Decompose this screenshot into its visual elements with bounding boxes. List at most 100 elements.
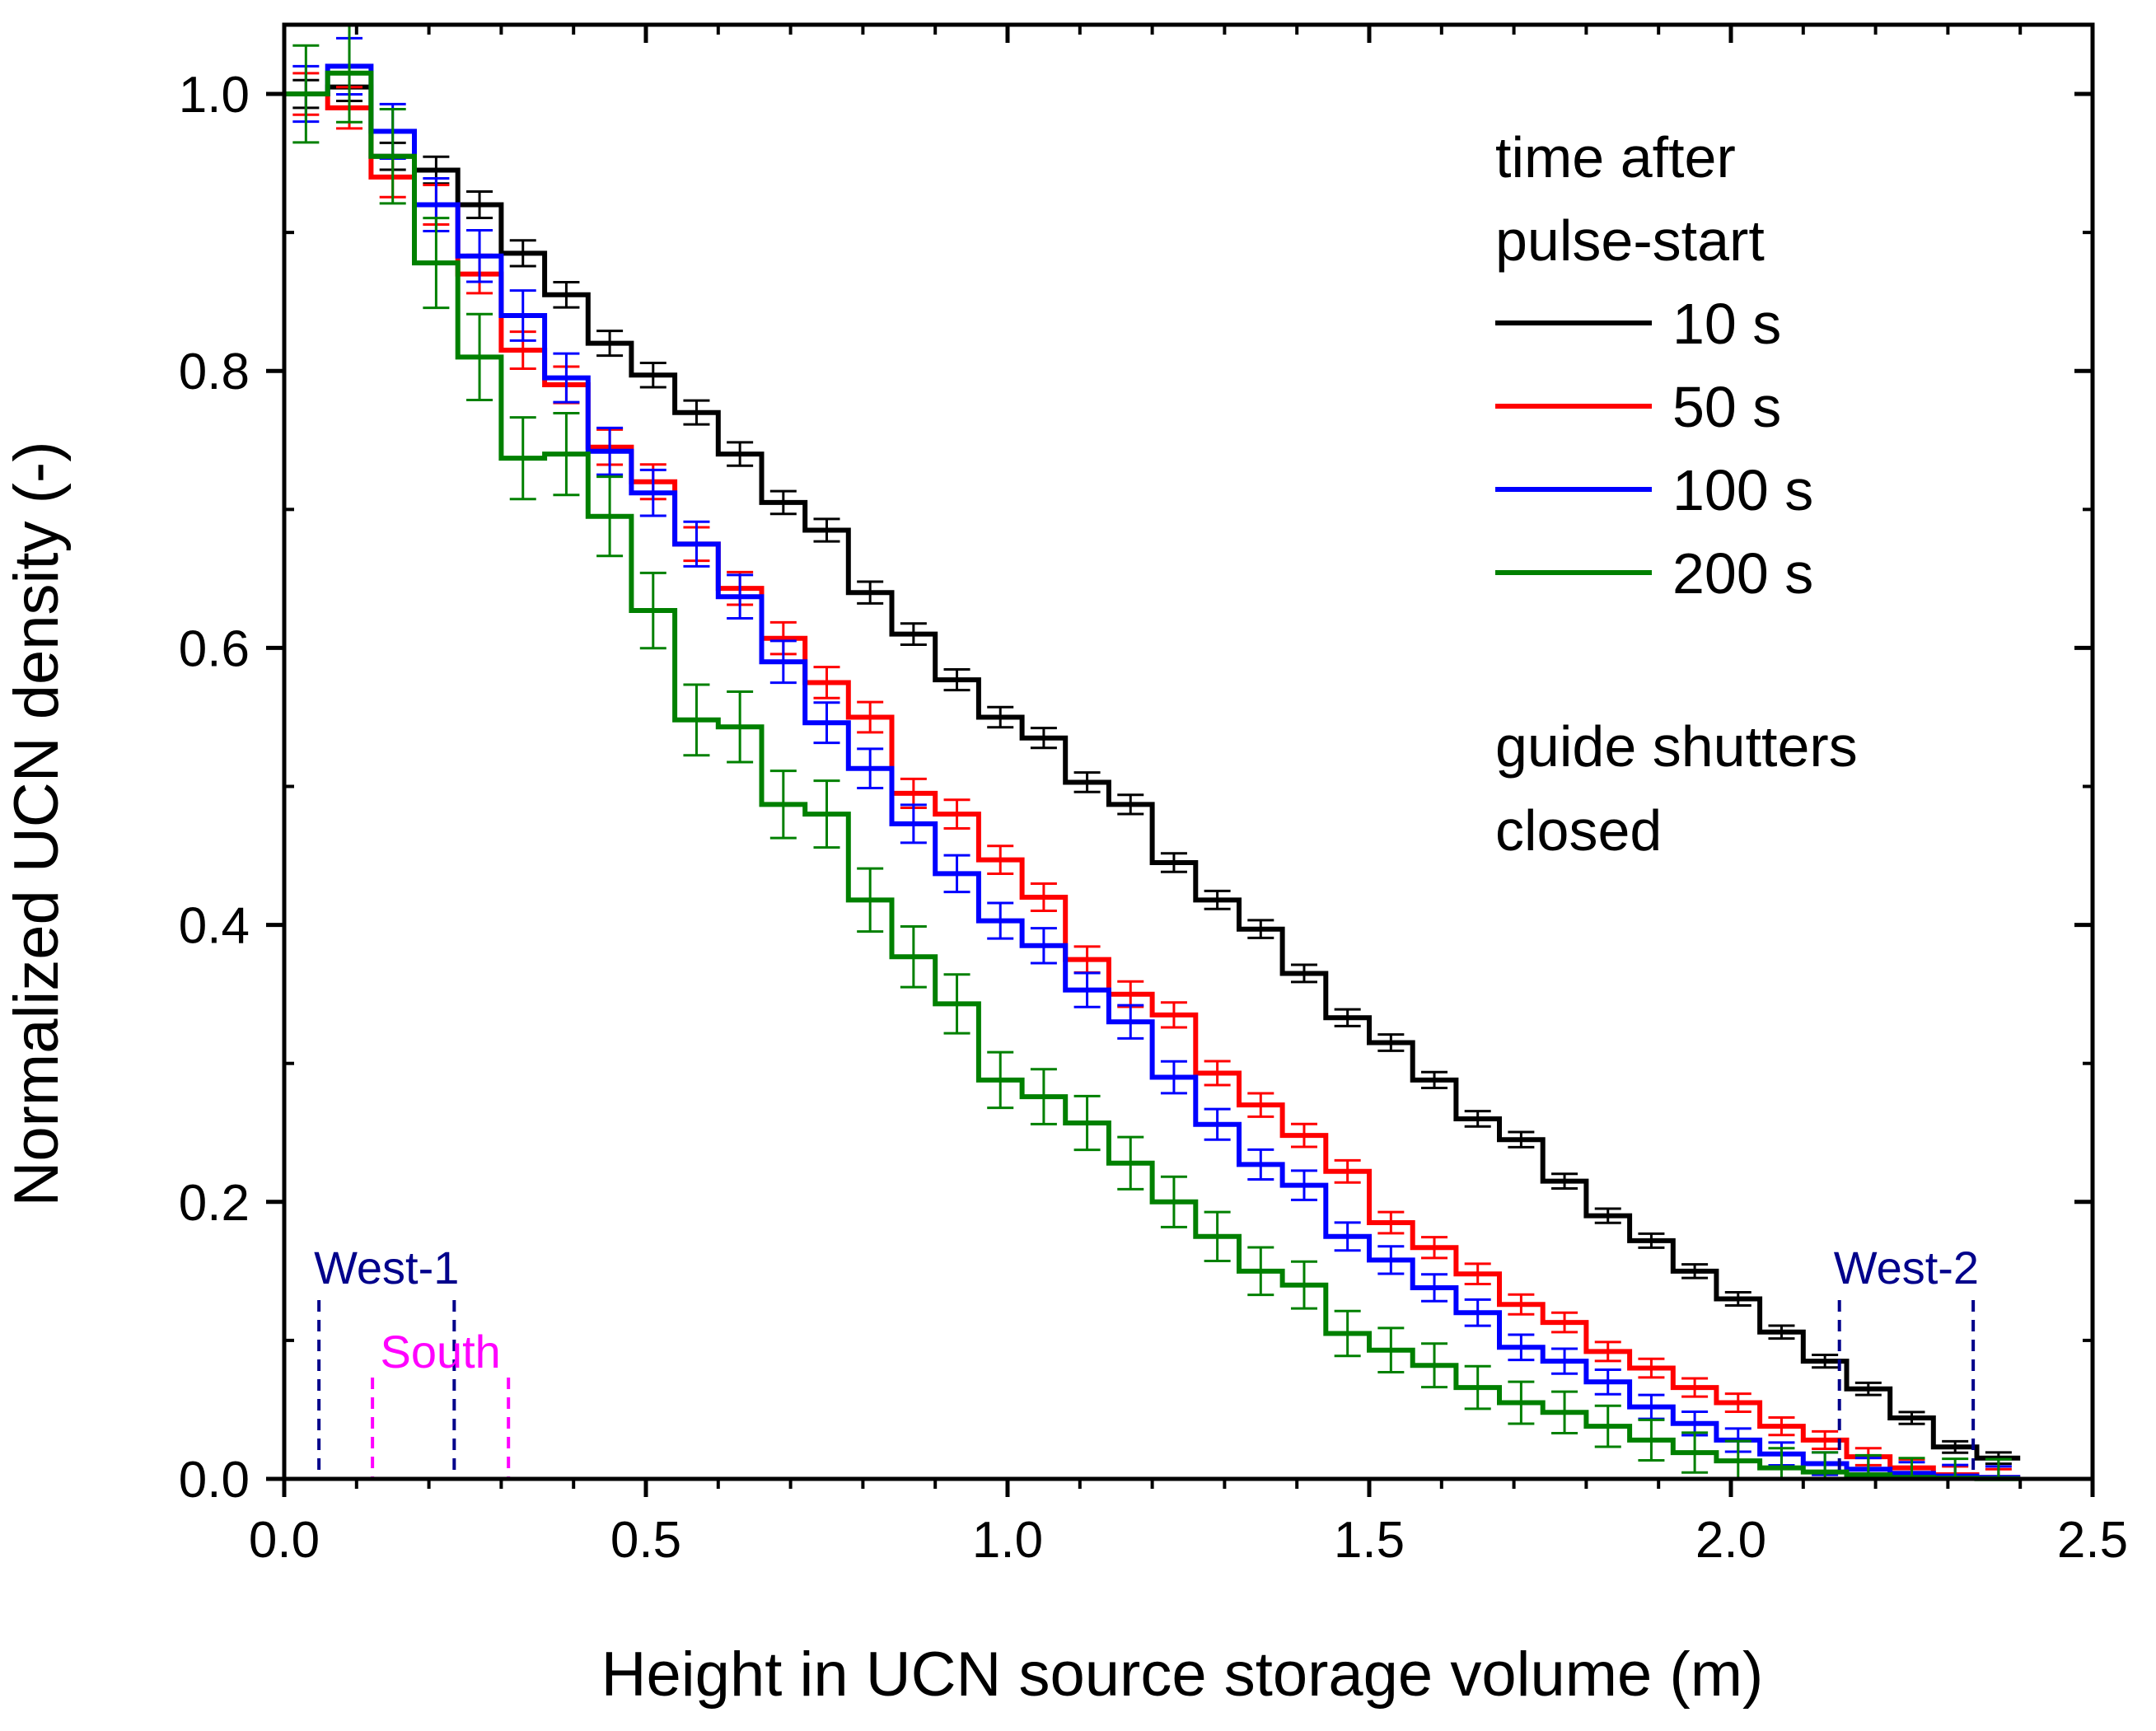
legend-entry: 200 s: [1495, 541, 1813, 606]
error-bar: [727, 441, 754, 467]
legend-entry: 100 s: [1495, 458, 1813, 522]
legend-label: 50 s: [1672, 375, 1781, 439]
error-bar: [1290, 1260, 1317, 1310]
error-bar: [1377, 1210, 1405, 1235]
error-bar: [683, 683, 710, 757]
error-bar: [1160, 1001, 1187, 1029]
annotation-line2: closed: [1495, 798, 1662, 863]
error-bar: [1724, 1392, 1751, 1413]
error-bar: [857, 867, 884, 933]
error-bar: [1638, 1418, 1665, 1462]
error-bar: [379, 107, 406, 205]
error-bar: [1247, 919, 1274, 939]
series-200-s: [284, 23, 2021, 1481]
legend-entry: 10 s: [1495, 292, 1781, 356]
error-bar: [1508, 1293, 1535, 1316]
series-layer: [284, 23, 2021, 1481]
error-bar: [1204, 1060, 1231, 1087]
x-tick-label: 1.0: [972, 1512, 1043, 1569]
error-bar: [553, 411, 580, 497]
x-tick-label: 2.0: [1695, 1512, 1766, 1569]
error-bar: [1334, 1221, 1361, 1252]
legend-label: 200 s: [1672, 541, 1813, 606]
error-bar: [943, 854, 970, 894]
y-tick-label: 0.6: [179, 620, 250, 677]
error-bar: [1421, 1236, 1448, 1260]
error-bar: [900, 924, 927, 989]
y-tick-label: 0.4: [179, 898, 250, 955]
error-bar: [1204, 889, 1231, 910]
error-bar: [1681, 1431, 1709, 1474]
annotation-line1: guide shutters: [1495, 714, 1858, 779]
error-bar: [1594, 1368, 1621, 1396]
error-bar: [1638, 1357, 1665, 1379]
error-bar: [509, 239, 536, 268]
error-bar: [466, 228, 493, 283]
legend: time after pulse-start 10 s 50 s 100 s 200 …: [1495, 125, 1813, 606]
series-line: [284, 63, 2021, 1481]
error-bar: [1290, 1169, 1317, 1201]
error-bar: [1334, 1309, 1361, 1358]
error-bar: [857, 747, 884, 789]
error-bar: [1681, 1377, 1709, 1398]
error-bar: [987, 901, 1014, 940]
legend-entry: 50 s: [1495, 375, 1781, 439]
region-south: South: [371, 1326, 511, 1479]
error-bar: [683, 399, 710, 426]
legend-title-line1: time after: [1495, 125, 1736, 189]
error-bar: [1030, 727, 1057, 750]
region-label: South: [380, 1326, 500, 1378]
error-bar: [1290, 1122, 1317, 1149]
error-bar: [769, 639, 797, 685]
error-bar: [639, 571, 666, 650]
series-line: [284, 70, 2021, 1481]
error-bar: [943, 668, 970, 692]
error-bar: [1377, 1033, 1405, 1052]
error-bar: [1768, 1415, 1795, 1437]
error-bar: [1160, 1175, 1187, 1228]
error-bar: [292, 44, 320, 144]
error-bar: [596, 426, 624, 476]
error-bar: [1030, 882, 1057, 912]
error-bar: [943, 798, 970, 830]
y-tick-label: 1.0: [179, 67, 250, 124]
error-bar: [1508, 1130, 1535, 1149]
error-bar: [1117, 1135, 1144, 1191]
error-bar: [857, 700, 884, 734]
error-bar: [553, 280, 580, 309]
error-bar: [900, 622, 927, 646]
error-bar: [813, 517, 840, 543]
error-bar: [1377, 1245, 1405, 1275]
axes: 0.0 0.5 1.0 1.5 2.0 2.5 0.0 0.2 0.4 0.6 0.8 1.0: [179, 22, 2128, 1569]
error-bar: [1117, 1004, 1144, 1040]
y-axis-label: Normalized UCN density (-): [2, 441, 72, 1206]
error-bar: [1551, 1311, 1578, 1334]
error-bar: [423, 217, 450, 310]
error-bar: [1247, 1092, 1274, 1118]
error-bar: [683, 520, 710, 568]
annotation: guide shutters closed: [1495, 714, 1858, 863]
region-west-1: West-1: [314, 1242, 459, 1479]
error-bar: [1073, 971, 1101, 1008]
error-bar: [1334, 1158, 1361, 1184]
error-bar: [1204, 1210, 1231, 1263]
legend-label: 10 s: [1672, 292, 1781, 356]
error-bar: [596, 475, 624, 558]
error-bar: [1290, 963, 1317, 984]
error-bar: [553, 352, 580, 404]
error-bar: [727, 690, 754, 764]
x-tick-label: 2.5: [2057, 1512, 2128, 1569]
error-bar: [1464, 1298, 1491, 1327]
error-bar: [769, 489, 797, 516]
error-bar: [1898, 1411, 1925, 1425]
error-bar: [639, 468, 666, 517]
error-bar: [1421, 1273, 1448, 1303]
error-bar: [1812, 1354, 1839, 1369]
error-bar: [466, 190, 493, 220]
error-bar: [1854, 1381, 1882, 1396]
region-west-2: West-2: [1834, 1242, 1979, 1479]
error-bar: [1030, 927, 1057, 965]
x-tick-label: 0.5: [610, 1512, 681, 1569]
error-bar: [987, 1050, 1014, 1110]
